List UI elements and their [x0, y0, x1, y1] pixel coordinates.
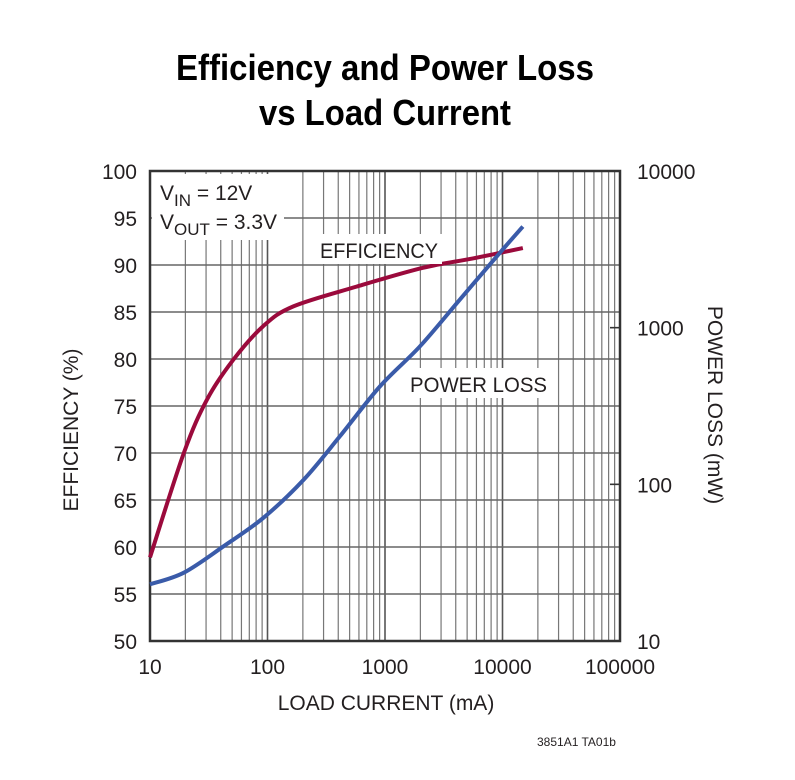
- y-right-tick-label: 10: [637, 631, 660, 654]
- curves: [148, 225, 525, 587]
- efficiency-series-label: EFFICIENCY: [320, 240, 438, 263]
- y-left-tick-label: 85: [114, 302, 137, 325]
- chart-title-line1: Efficiency and Power Loss: [176, 47, 594, 88]
- y-left-axis-label: EFFICIENCY (%): [60, 349, 83, 512]
- x-tick-label: 10: [138, 656, 161, 679]
- x-tick-label: 100: [250, 656, 285, 679]
- y-left-tick-label: 75: [114, 396, 137, 419]
- plot-frame: [148, 169, 622, 643]
- y-right-tick-label: 100: [637, 474, 672, 497]
- efficiency-label-bg: [314, 234, 442, 264]
- power-loss-label-bg: [406, 368, 550, 398]
- annotations: VIN = 12V VOUT = 3.3V EFFICIENCY POWER L…: [152, 174, 550, 398]
- y-left-tick-label: 80: [114, 349, 137, 372]
- vin-label: VIN = 12V: [160, 182, 252, 210]
- y-left-tick-label: 60: [114, 537, 137, 560]
- power-loss-series-label: POWER LOSS: [410, 374, 547, 397]
- y-left-tick-label: 55: [114, 584, 137, 607]
- conditions-box: [152, 174, 284, 240]
- y-right-tick-label: 10000: [637, 161, 695, 184]
- y-left-tick-label: 90: [114, 255, 137, 278]
- x-tick-label: 100000: [585, 656, 655, 679]
- y-left-tick-label: 95: [114, 208, 137, 231]
- y-left-tick-label: 100: [102, 161, 137, 184]
- power-loss-curve: [149, 225, 525, 587]
- x-axis-label: LOAD CURRENT (mA): [278, 692, 495, 715]
- y-right-axis-label: POWER LOSS (mW): [703, 306, 726, 504]
- vout-label: VOUT = 3.3V: [160, 211, 277, 239]
- y-left-tick-label: 65: [114, 490, 137, 513]
- x-tick-label: 10000: [473, 656, 531, 679]
- y-left-tick-label: 70: [114, 443, 137, 466]
- y-right-tick-label: 1000: [637, 318, 684, 341]
- footnote: 3851A1 TA01b: [537, 735, 616, 749]
- chart-title-line2: vs Load Current: [259, 92, 511, 133]
- efficiency-curve: [148, 246, 524, 558]
- x-tick-label: 1000: [362, 656, 409, 679]
- y-left-tick-label: 50: [114, 631, 137, 654]
- tick-labels: 10 100 1000 10000 100000 50 55 60 65 70 75 80 85 90 95…: [102, 161, 695, 679]
